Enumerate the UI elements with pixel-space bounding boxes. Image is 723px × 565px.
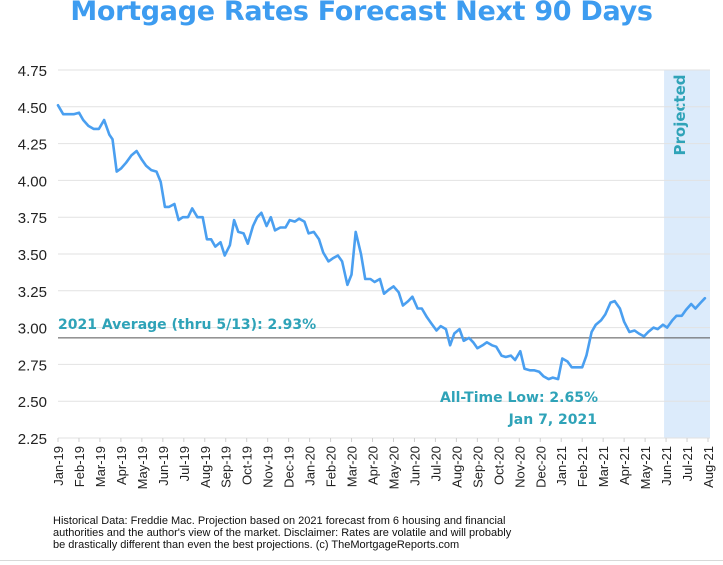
x-tick-label: Jan-19 — [51, 446, 66, 486]
x-tick-label: Aug-19 — [198, 446, 213, 488]
chart-title: Mortgage Rates Forecast Next 90 Days — [70, 0, 653, 27]
x-tick-label: May-20 — [386, 446, 401, 489]
x-tick-label: Oct-20 — [491, 446, 506, 485]
x-tick-label: May-21 — [638, 446, 653, 489]
x-tick-label: Aug-21 — [701, 446, 716, 488]
source-footnote: Historical Data: Freddie Mac. Projection… — [53, 515, 512, 551]
x-tick-label: Oct-19 — [240, 446, 255, 485]
y-tick-label: 3.75 — [18, 210, 47, 227]
x-tick-label: Feb-21 — [575, 446, 590, 487]
x-tick-label: Mar-19 — [93, 446, 108, 487]
y-tick-label: 3.00 — [18, 321, 47, 338]
x-tick-label: Jun-20 — [407, 446, 422, 486]
x-tick-label: Jul-20 — [428, 446, 443, 481]
projected-label: Projected — [671, 75, 689, 156]
x-tick-label: Jul-21 — [680, 446, 695, 481]
x-tick-label: Dec-20 — [533, 446, 548, 488]
x-tick-label: May-19 — [135, 446, 150, 489]
x-tick-label: Apr-21 — [617, 446, 632, 485]
x-tick-label: Sep-20 — [470, 446, 485, 488]
y-tick-label: 4.75 — [18, 63, 47, 80]
y-tick-label: 4.00 — [18, 173, 47, 190]
rate-series-line — [56, 104, 707, 381]
x-tick-label: Nov-19 — [261, 446, 276, 488]
x-tick-label: Feb-20 — [324, 446, 339, 487]
y-tick-label: 3.25 — [18, 284, 47, 301]
y-tick-label: 3.50 — [18, 247, 47, 264]
x-tick-label: Jul-19 — [177, 446, 192, 481]
bottom-divider — [0, 560, 723, 561]
x-tick-label: Feb-19 — [72, 446, 87, 487]
x-tick-label: Apr-20 — [366, 446, 381, 485]
x-tick-label: Apr-19 — [114, 446, 129, 485]
all-time-low-date: Jan 7, 2021 — [508, 412, 597, 428]
x-tick-label: Jun-21 — [659, 446, 674, 486]
x-tick-label: Jan-21 — [554, 446, 569, 486]
x-tick-label: Dec-19 — [282, 446, 297, 488]
average-label: 2021 Average (thru 5/13): 2.93% — [58, 317, 316, 333]
x-tick-label: Sep-19 — [219, 446, 234, 488]
x-tick-label: Jun-19 — [156, 446, 171, 486]
x-tick-label: Mar-21 — [596, 446, 611, 487]
y-tick-label: 2.25 — [18, 431, 47, 448]
y-tick-label: 4.25 — [18, 137, 47, 154]
x-tick-label: Jan-20 — [303, 446, 318, 486]
y-tick-label: 2.75 — [18, 357, 47, 374]
x-tick-label: Nov-20 — [512, 446, 527, 488]
y-tick-label: 2.50 — [18, 394, 47, 411]
x-tick-label: Aug-20 — [449, 446, 464, 488]
y-tick-label: 4.50 — [18, 100, 47, 117]
x-tick-label: Mar-20 — [345, 446, 360, 487]
all-time-low-label: All-Time Low: 2.65% — [440, 390, 598, 406]
